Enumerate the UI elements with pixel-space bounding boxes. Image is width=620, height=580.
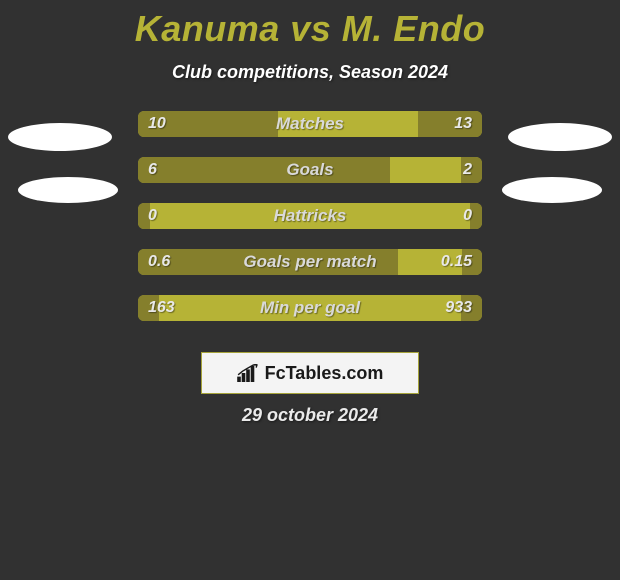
stat-row: 0Hattricks0 (138, 203, 482, 229)
stat-label: Min per goal (138, 295, 482, 321)
comparison-bars: 10Matches13 6Goals2 0Hattricks0 0.6Goals pe… (138, 111, 482, 341)
team-logo-right-1 (508, 123, 612, 151)
stat-segment-left (138, 157, 390, 183)
stat-row: 163Min per goal933 (138, 295, 482, 321)
source-badge: FcTables.com (201, 352, 419, 394)
team-logo-left-1 (8, 123, 112, 151)
stat-segment-right (461, 157, 482, 183)
team-logo-right-2 (502, 177, 602, 203)
stat-segment-left (138, 203, 150, 229)
stat-label: Hattricks (138, 203, 482, 229)
stat-row: 10Matches13 (138, 111, 482, 137)
team-logo-left-2 (18, 177, 118, 203)
stat-row: 6Goals2 (138, 157, 482, 183)
stat-segment-right (418, 111, 482, 137)
date-label: 29 october 2024 (0, 405, 620, 426)
brand-label: FcTables.com (265, 363, 384, 384)
page-title: Kanuma vs M. Endo (0, 0, 620, 50)
bar-chart-icon (237, 364, 259, 382)
stat-segment-left (138, 111, 278, 137)
stat-row: 0.6Goals per match0.15 (138, 249, 482, 275)
subtitle: Club competitions, Season 2024 (0, 62, 620, 83)
stat-segment-right (462, 249, 482, 275)
stat-segment-right (470, 203, 482, 229)
stat-segment-right (461, 295, 482, 321)
stat-segment-left (138, 295, 159, 321)
stat-segment-left (138, 249, 398, 275)
